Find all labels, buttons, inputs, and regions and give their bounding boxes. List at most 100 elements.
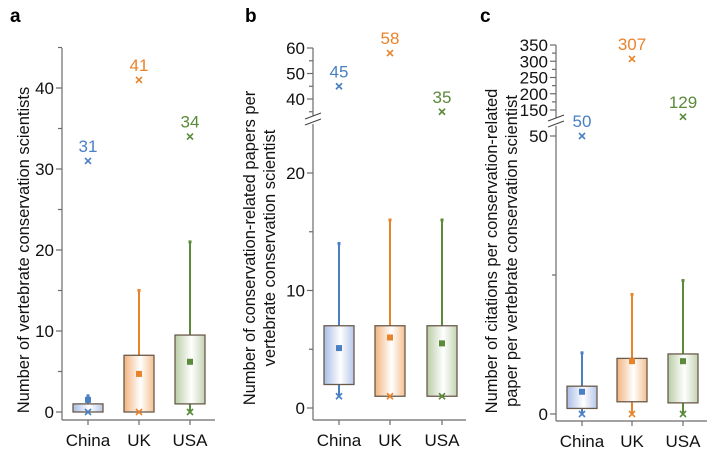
whisker-cap — [440, 218, 444, 222]
box-iqr — [566, 385, 598, 410]
y-axis-title: Number of citations per conservation-rel… — [483, 89, 501, 414]
x-tick-label: UK — [127, 431, 151, 450]
box-china: 50 — [566, 112, 598, 418]
x-tick-label: USA — [173, 431, 209, 450]
box-iqr — [123, 354, 155, 413]
max-outlier-label: 129 — [669, 93, 697, 112]
axis-break-mark — [304, 112, 322, 120]
y-tick-label: 0 — [296, 399, 305, 418]
x-tick-label: China — [317, 431, 362, 450]
min-marker — [438, 392, 446, 400]
mean-marker — [336, 345, 342, 352]
y-tick-label: 50 — [529, 127, 548, 146]
max-outlier-marker — [438, 108, 446, 116]
box-iqr — [667, 353, 699, 404]
x-tick-label: USA — [666, 432, 702, 451]
box-iqr — [426, 325, 458, 397]
min-marker — [186, 408, 194, 416]
box-usa: 35 — [426, 88, 458, 400]
y-tick-label-upper: 50 — [286, 65, 305, 84]
max-outlier-marker — [84, 157, 92, 165]
box-china: 31 — [72, 137, 104, 416]
y-tick-label-upper: 150 — [520, 101, 548, 120]
box-usa: 129 — [667, 93, 699, 418]
x-tick-label: UK — [378, 431, 402, 450]
panel-letter: a — [10, 6, 21, 27]
min-marker — [386, 392, 394, 400]
y-axis-title: vertebrate conservation scientist — [261, 129, 279, 366]
y-axis-title: paper per vertebrate conservation scient… — [503, 95, 521, 407]
panel-letter: c — [480, 6, 491, 27]
max-outlier-label: 50 — [573, 112, 592, 131]
box-uk: 58 — [374, 29, 406, 400]
box-iqr — [72, 403, 104, 413]
whisker-cap — [630, 292, 634, 296]
box-china: 45 — [323, 62, 355, 400]
min-marker — [135, 408, 143, 416]
x-tick-label: UK — [620, 432, 644, 451]
mean-marker — [136, 370, 142, 377]
y-tick-label-upper: 350 — [520, 36, 548, 55]
whisker-cap — [388, 218, 392, 222]
mean-marker — [680, 358, 686, 365]
max-outlier-marker — [386, 49, 394, 57]
y-tick-label: 30 — [35, 160, 54, 179]
min-marker — [578, 410, 586, 418]
y-tick-label: 10 — [35, 322, 54, 341]
max-outlier-marker — [335, 82, 343, 90]
max-outlier-marker — [135, 76, 143, 84]
box-uk: 41 — [123, 56, 155, 416]
min-marker — [84, 408, 92, 416]
box-uk: 307 — [616, 35, 648, 418]
x-tick-label: China — [560, 432, 605, 451]
max-outlier-marker — [628, 55, 636, 63]
y-tick-label: 0 — [539, 405, 548, 424]
max-outlier-marker — [679, 113, 687, 121]
axis-break-mark — [547, 120, 565, 128]
max-outlier-label: 58 — [381, 29, 400, 48]
max-outlier-label: 31 — [79, 137, 98, 156]
mean-marker — [579, 388, 585, 395]
max-outlier-label: 34 — [181, 113, 200, 132]
min-marker — [628, 410, 636, 418]
y-tick-label-upper: 300 — [520, 52, 548, 71]
max-outlier-label: 45 — [330, 62, 349, 81]
max-outlier-label: 307 — [618, 35, 646, 54]
whisker-cap — [86, 394, 90, 398]
y-tick-label-upper: 60 — [286, 39, 305, 58]
box-usa: 34 — [174, 113, 206, 416]
y-tick-label-upper: 40 — [286, 90, 305, 109]
panel-letter: b — [245, 6, 257, 27]
y-axis-title: Number of vertebrate conservation scient… — [15, 87, 33, 413]
max-outlier-marker — [186, 133, 194, 141]
mean-marker — [85, 396, 91, 403]
y-axis-title: Number of conservation-related papers pe… — [241, 90, 259, 405]
box-iqr — [616, 357, 648, 403]
mean-marker — [387, 334, 393, 341]
axis-break-mark — [547, 114, 565, 122]
whisker-cap — [681, 279, 685, 283]
whisker-cap — [137, 289, 141, 292]
whisker-cap — [188, 240, 192, 244]
box-iqr — [174, 334, 206, 405]
axis-break-mark — [304, 118, 322, 126]
max-outlier-label: 41 — [130, 56, 149, 75]
y-tick-label: 10 — [286, 282, 305, 301]
y-tick-label-upper: 200 — [520, 85, 548, 104]
mean-marker — [439, 340, 445, 347]
y-tick-label: 20 — [35, 241, 54, 260]
box-iqr — [374, 325, 406, 397]
x-tick-label: China — [66, 431, 111, 450]
y-tick-label: 20 — [286, 164, 305, 183]
y-tick-label: 40 — [35, 79, 54, 98]
y-tick-label: 0 — [45, 403, 54, 422]
panel-b: b 0 10 20 40 50 60 Number of conservation-relat… — [241, 6, 466, 450]
whisker-cap — [580, 351, 584, 355]
mean-marker — [187, 358, 193, 365]
x-tick-label: USA — [425, 431, 461, 450]
max-outlier-label: 35 — [433, 88, 452, 107]
box-iqr — [323, 325, 355, 386]
min-marker — [335, 392, 343, 400]
